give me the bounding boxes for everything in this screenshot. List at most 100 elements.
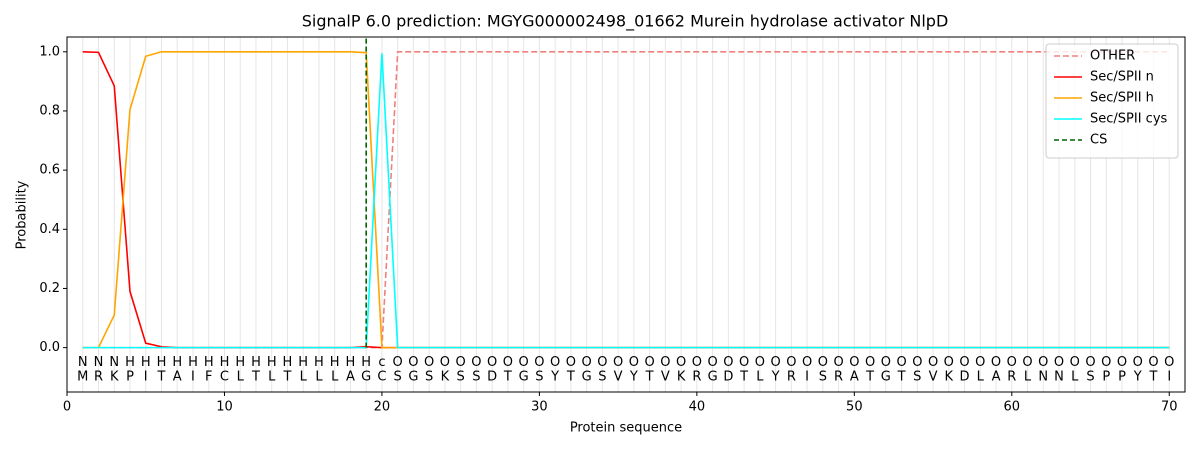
region-label: O — [1101, 355, 1111, 370]
residue: T — [503, 370, 512, 385]
legend-label: Sec/SPII cys — [1090, 112, 1168, 127]
residue: S — [598, 370, 606, 385]
region-label: O — [1054, 355, 1064, 370]
residue: L — [268, 370, 276, 385]
series-line — [82, 50, 1170, 349]
residue: S — [472, 370, 480, 385]
region-label: O — [944, 355, 954, 370]
residue: N — [1054, 370, 1064, 385]
residue: D — [723, 370, 733, 385]
region-label: N — [109, 355, 119, 370]
legend-label: OTHER — [1090, 49, 1135, 64]
region-label: O — [723, 355, 733, 370]
residue: V — [929, 370, 938, 385]
residue: L — [1071, 370, 1079, 385]
residue: T — [1149, 370, 1158, 385]
residue: A — [992, 370, 1001, 385]
residue: V — [614, 370, 623, 385]
residue: Y — [771, 370, 780, 385]
residue: S — [394, 370, 402, 385]
residue: I — [144, 370, 148, 385]
region-label: O — [818, 355, 828, 370]
region-label: O — [440, 355, 450, 370]
legend-label: CS — [1090, 133, 1107, 148]
residue: L — [1024, 370, 1032, 385]
residue: L — [300, 370, 308, 385]
residue: A — [346, 370, 355, 385]
region-label: O — [393, 355, 403, 370]
region-label: O — [1148, 355, 1158, 370]
region-label: H — [188, 355, 198, 370]
residue: I — [805, 370, 809, 385]
region-label: O — [487, 355, 497, 370]
series-line — [82, 53, 1170, 349]
region-label: O — [503, 355, 513, 370]
chart-title: SignalP 6.0 prediction: MGYG000002498_01… — [302, 12, 949, 32]
region-label: O — [1117, 355, 1127, 370]
residue: D — [960, 370, 970, 385]
region-label: O — [802, 355, 812, 370]
residue: I — [191, 370, 195, 385]
x-tick-label: 60 — [1004, 400, 1021, 415]
region-label: O — [519, 355, 529, 370]
y-tick-label: 1.0 — [39, 44, 60, 59]
residue: T — [566, 370, 575, 385]
residue: Y — [629, 370, 638, 385]
region-label: O — [1085, 355, 1095, 370]
region-label: O — [849, 355, 859, 370]
y-tick-label: 0.6 — [39, 163, 60, 178]
residue: K — [945, 370, 954, 385]
region-label: O — [1007, 355, 1017, 370]
residue: S — [913, 370, 921, 385]
residue: G — [408, 370, 418, 385]
region-label: N — [94, 355, 104, 370]
residue: S — [457, 370, 465, 385]
residue: A — [850, 370, 859, 385]
region-label: O — [456, 355, 466, 370]
region-label: O — [408, 355, 418, 370]
region-label: O — [1070, 355, 1080, 370]
residue: F — [205, 370, 212, 385]
residue: T — [157, 370, 166, 385]
legend-label: Sec/SPII h — [1090, 91, 1154, 106]
residue: T — [865, 370, 874, 385]
region-label: O — [975, 355, 985, 370]
residue: G — [361, 370, 371, 385]
residue: T — [739, 370, 748, 385]
residue: P — [1118, 370, 1126, 385]
residue: T — [645, 370, 654, 385]
region-label: O — [1038, 355, 1048, 370]
residue: S — [535, 370, 543, 385]
region-label: O — [770, 355, 780, 370]
residue: T — [251, 370, 260, 385]
region-label: O — [660, 355, 670, 370]
residue: S — [819, 370, 827, 385]
residue: G — [708, 370, 718, 385]
residue: V — [661, 370, 670, 385]
residue: R — [787, 370, 796, 385]
residue: G — [519, 370, 529, 385]
region-label: O — [1164, 355, 1174, 370]
region-label: O — [471, 355, 481, 370]
residue: S — [1086, 370, 1094, 385]
residue: L — [315, 370, 323, 385]
y-axis-label: Probability — [15, 180, 30, 249]
region-label: O — [550, 355, 560, 370]
y-tick-label: 0.0 — [39, 340, 60, 355]
residue: M — [77, 370, 88, 385]
region-label: H — [251, 355, 261, 370]
region-label: O — [645, 355, 655, 370]
residue: G — [881, 370, 891, 385]
region-label: H — [330, 355, 340, 370]
residue: L — [756, 370, 764, 385]
residue: L — [977, 370, 985, 385]
region-label: H — [157, 355, 167, 370]
legend-box — [1045, 43, 1179, 159]
residue: C — [220, 370, 229, 385]
y-tick-label: 0.2 — [39, 281, 60, 296]
region-label: H — [283, 355, 293, 370]
region-label: O — [928, 355, 938, 370]
residue: I — [1167, 370, 1171, 385]
residue: G — [582, 370, 592, 385]
region-label: O — [566, 355, 576, 370]
